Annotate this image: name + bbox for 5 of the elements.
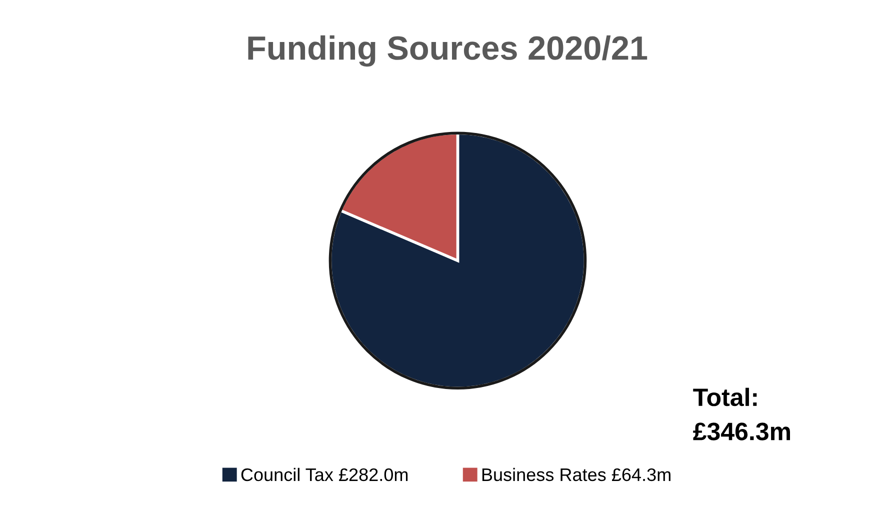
legend-label: Business Rates £64.3m <box>482 468 670 482</box>
legend-label: Council Tax £282.0m <box>241 468 408 482</box>
chart-title: Funding Sources 2020/21 <box>248 35 648 67</box>
pie-slice <box>328 132 587 390</box>
text: Total: £346.3m <box>693 388 790 440</box>
